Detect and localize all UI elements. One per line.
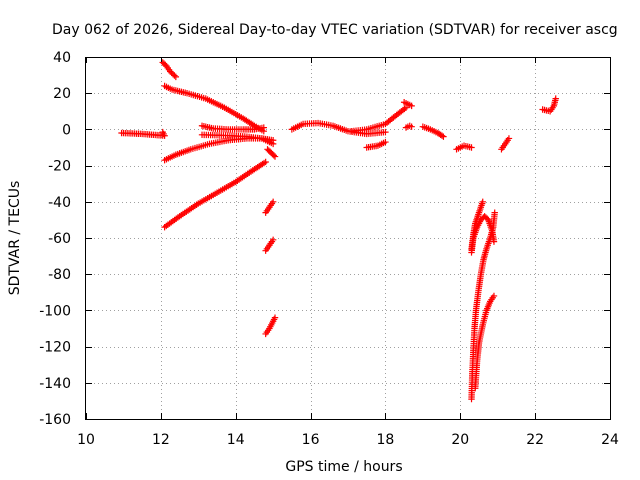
series-arc10 xyxy=(262,236,277,254)
grid-lines xyxy=(86,57,610,419)
data-point xyxy=(438,132,446,139)
x-axis-label: GPS time / hours xyxy=(285,459,402,475)
y-axis-label: SDTVAR / TECUs xyxy=(7,181,23,296)
plot-frame xyxy=(85,57,611,420)
series-arc5 xyxy=(161,158,269,231)
y-tick-labels: -160 -140 -120 -100 -80 -60 -40 -20 0 20 40 xyxy=(39,50,71,428)
series-arc19 xyxy=(498,135,513,153)
data-point xyxy=(171,72,178,79)
series-arc18 xyxy=(453,142,475,153)
chart-title: Day 062 of 2026, Sidereal Day-to-day VTE… xyxy=(52,22,618,38)
series-arc17 xyxy=(419,123,447,140)
y-tick-label: -120 xyxy=(39,340,71,356)
series-arc11 xyxy=(262,314,279,338)
series-arc24 xyxy=(472,292,498,392)
series-arc20 xyxy=(539,95,559,115)
data-point xyxy=(408,123,415,130)
x-tick-label: 10 xyxy=(77,432,95,448)
data-point xyxy=(440,133,447,140)
data-point xyxy=(468,144,475,151)
y-tick-label: 0 xyxy=(62,122,71,138)
y-tick-label: -160 xyxy=(39,412,71,428)
data-point xyxy=(270,152,277,159)
data-point xyxy=(505,135,513,142)
x-tick-label: 14 xyxy=(227,432,245,448)
x-tick-label: 12 xyxy=(152,432,170,448)
data-point xyxy=(260,124,267,131)
axis-ticks xyxy=(86,57,611,420)
y-tick-label: -80 xyxy=(48,267,71,283)
data-point xyxy=(271,314,279,321)
series-arc9 xyxy=(262,198,277,216)
data-point xyxy=(269,140,277,148)
series-arc16 xyxy=(402,122,415,131)
data-point xyxy=(271,153,279,160)
series-arc14 xyxy=(363,138,389,151)
y-tick-label: -140 xyxy=(39,376,71,392)
data-points xyxy=(118,59,559,403)
x-tick-label: 20 xyxy=(451,432,469,448)
series-arc7 xyxy=(198,131,277,148)
data-point xyxy=(479,198,486,205)
data-point xyxy=(382,128,389,136)
series-arc22 xyxy=(468,198,486,253)
data-point xyxy=(408,102,415,110)
y-tick-label: -60 xyxy=(48,231,71,247)
series-arc4 xyxy=(161,135,277,164)
series-arc2 xyxy=(159,59,180,81)
data-point xyxy=(269,198,277,205)
data-point xyxy=(552,95,559,102)
data-point xyxy=(172,73,180,81)
series-arc6 xyxy=(198,122,267,133)
x-tick-labels: 10 12 14 16 18 20 22 24 xyxy=(77,432,619,448)
series-arc13 xyxy=(348,104,410,135)
data-point xyxy=(269,236,277,244)
y-tick-label: 40 xyxy=(53,50,71,66)
x-tick-label: 18 xyxy=(377,432,395,448)
data-point xyxy=(490,292,498,300)
data-point xyxy=(491,209,498,216)
y-tick-label: -20 xyxy=(48,159,71,175)
series-arc8 xyxy=(264,146,279,160)
y-tick-label: 20 xyxy=(53,86,71,102)
data-point xyxy=(262,158,269,166)
x-tick-label: 22 xyxy=(526,432,544,448)
y-tick-label: -100 xyxy=(39,303,71,319)
x-tick-label: 16 xyxy=(302,432,320,448)
series-arc15 xyxy=(400,99,415,110)
y-tick-label: -40 xyxy=(48,195,71,211)
series-arc1 xyxy=(118,128,168,139)
data-point xyxy=(159,128,166,136)
data-point xyxy=(382,138,389,146)
x-tick-label: 24 xyxy=(601,432,619,448)
